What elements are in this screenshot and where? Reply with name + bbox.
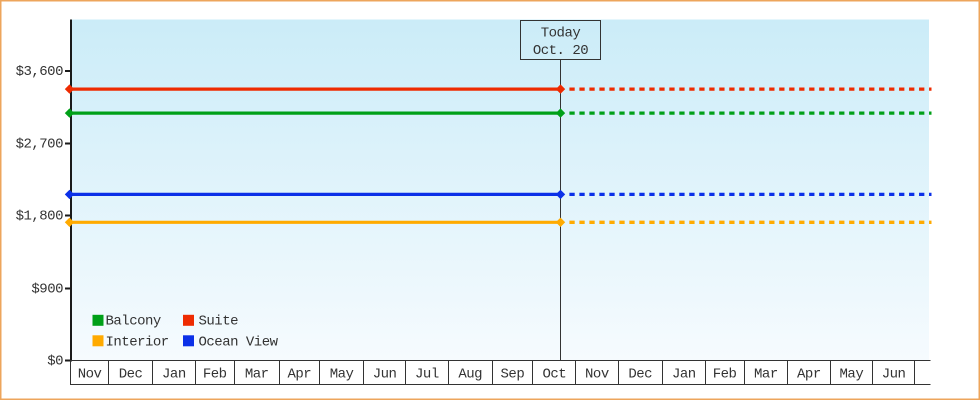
svg-text:Suite: Suite: [199, 314, 239, 330]
svg-text:Jul: Jul: [415, 366, 439, 382]
svg-text:Sep: Sep: [501, 366, 525, 382]
svg-text:Apr: Apr: [797, 366, 821, 382]
svg-text:Ocean View: Ocean View: [199, 334, 279, 350]
svg-text:Jan: Jan: [672, 366, 696, 382]
svg-text:Oct: Oct: [542, 366, 566, 382]
svg-text:$2,700: $2,700: [16, 136, 64, 152]
svg-text:Jun: Jun: [882, 366, 906, 382]
svg-text:Aug: Aug: [458, 366, 482, 382]
svg-text:Balcony: Balcony: [106, 314, 161, 330]
svg-text:Nov: Nov: [78, 366, 102, 382]
svg-text:Apr: Apr: [287, 366, 311, 382]
svg-text:$900: $900: [31, 281, 63, 297]
svg-text:Feb: Feb: [713, 366, 737, 382]
svg-text:Jun: Jun: [373, 366, 397, 382]
svg-text:$0: $0: [47, 353, 63, 369]
svg-text:Mar: Mar: [754, 366, 778, 382]
svg-text:May: May: [330, 366, 354, 382]
svg-text:$1,800: $1,800: [16, 208, 64, 224]
svg-text:Mar: Mar: [245, 366, 269, 382]
svg-text:Dec: Dec: [119, 366, 143, 382]
svg-text:Jan: Jan: [162, 366, 186, 382]
svg-text:$3,600: $3,600: [16, 64, 64, 80]
svg-text:Feb: Feb: [203, 366, 227, 382]
svg-text:Nov: Nov: [585, 366, 609, 382]
svg-text:Dec: Dec: [628, 366, 652, 382]
svg-text:Interior: Interior: [106, 334, 169, 350]
svg-text:Oct. 20: Oct. 20: [533, 43, 588, 59]
svg-text:Today: Today: [541, 25, 581, 41]
svg-text:May: May: [840, 366, 864, 382]
